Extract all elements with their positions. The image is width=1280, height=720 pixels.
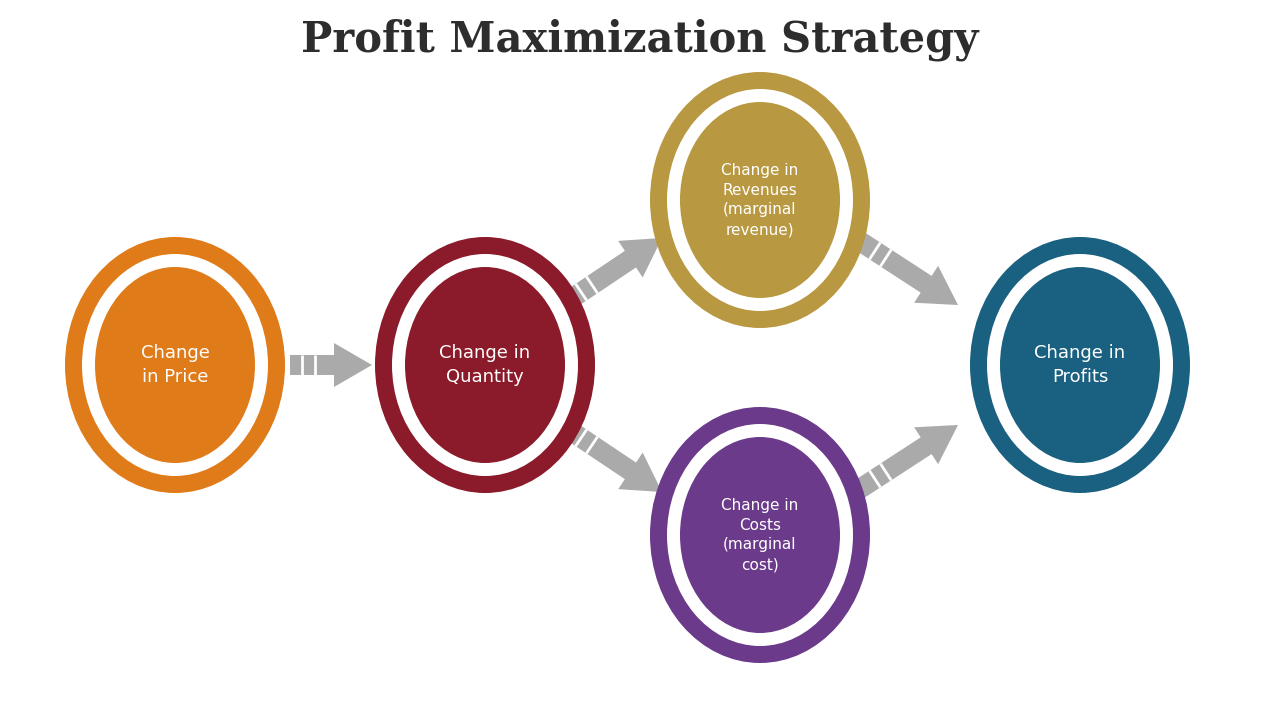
Ellipse shape — [667, 424, 852, 646]
Ellipse shape — [404, 267, 564, 463]
Ellipse shape — [1000, 267, 1160, 463]
Ellipse shape — [680, 102, 840, 298]
Text: Change in
Quantity: Change in Quantity — [439, 344, 531, 386]
Text: Change in
Revenues
(marginal
revenue): Change in Revenues (marginal revenue) — [722, 163, 799, 237]
Ellipse shape — [970, 237, 1190, 493]
Polygon shape — [850, 230, 957, 305]
Ellipse shape — [650, 407, 870, 663]
Polygon shape — [850, 425, 957, 500]
Ellipse shape — [82, 254, 268, 476]
Ellipse shape — [375, 237, 595, 493]
Ellipse shape — [680, 437, 840, 633]
Polygon shape — [291, 343, 372, 387]
Text: Change in
Costs
(marginal
cost): Change in Costs (marginal cost) — [722, 498, 799, 572]
Text: Change in
Profits: Change in Profits — [1034, 344, 1125, 386]
Ellipse shape — [667, 89, 852, 311]
Text: Profit Maximization Strategy: Profit Maximization Strategy — [301, 19, 979, 61]
Ellipse shape — [987, 254, 1172, 476]
Ellipse shape — [65, 237, 285, 493]
Text: Change
in Price: Change in Price — [141, 344, 210, 386]
Ellipse shape — [650, 72, 870, 328]
Polygon shape — [557, 417, 662, 492]
Ellipse shape — [392, 254, 579, 476]
Polygon shape — [557, 238, 662, 313]
Ellipse shape — [95, 267, 255, 463]
